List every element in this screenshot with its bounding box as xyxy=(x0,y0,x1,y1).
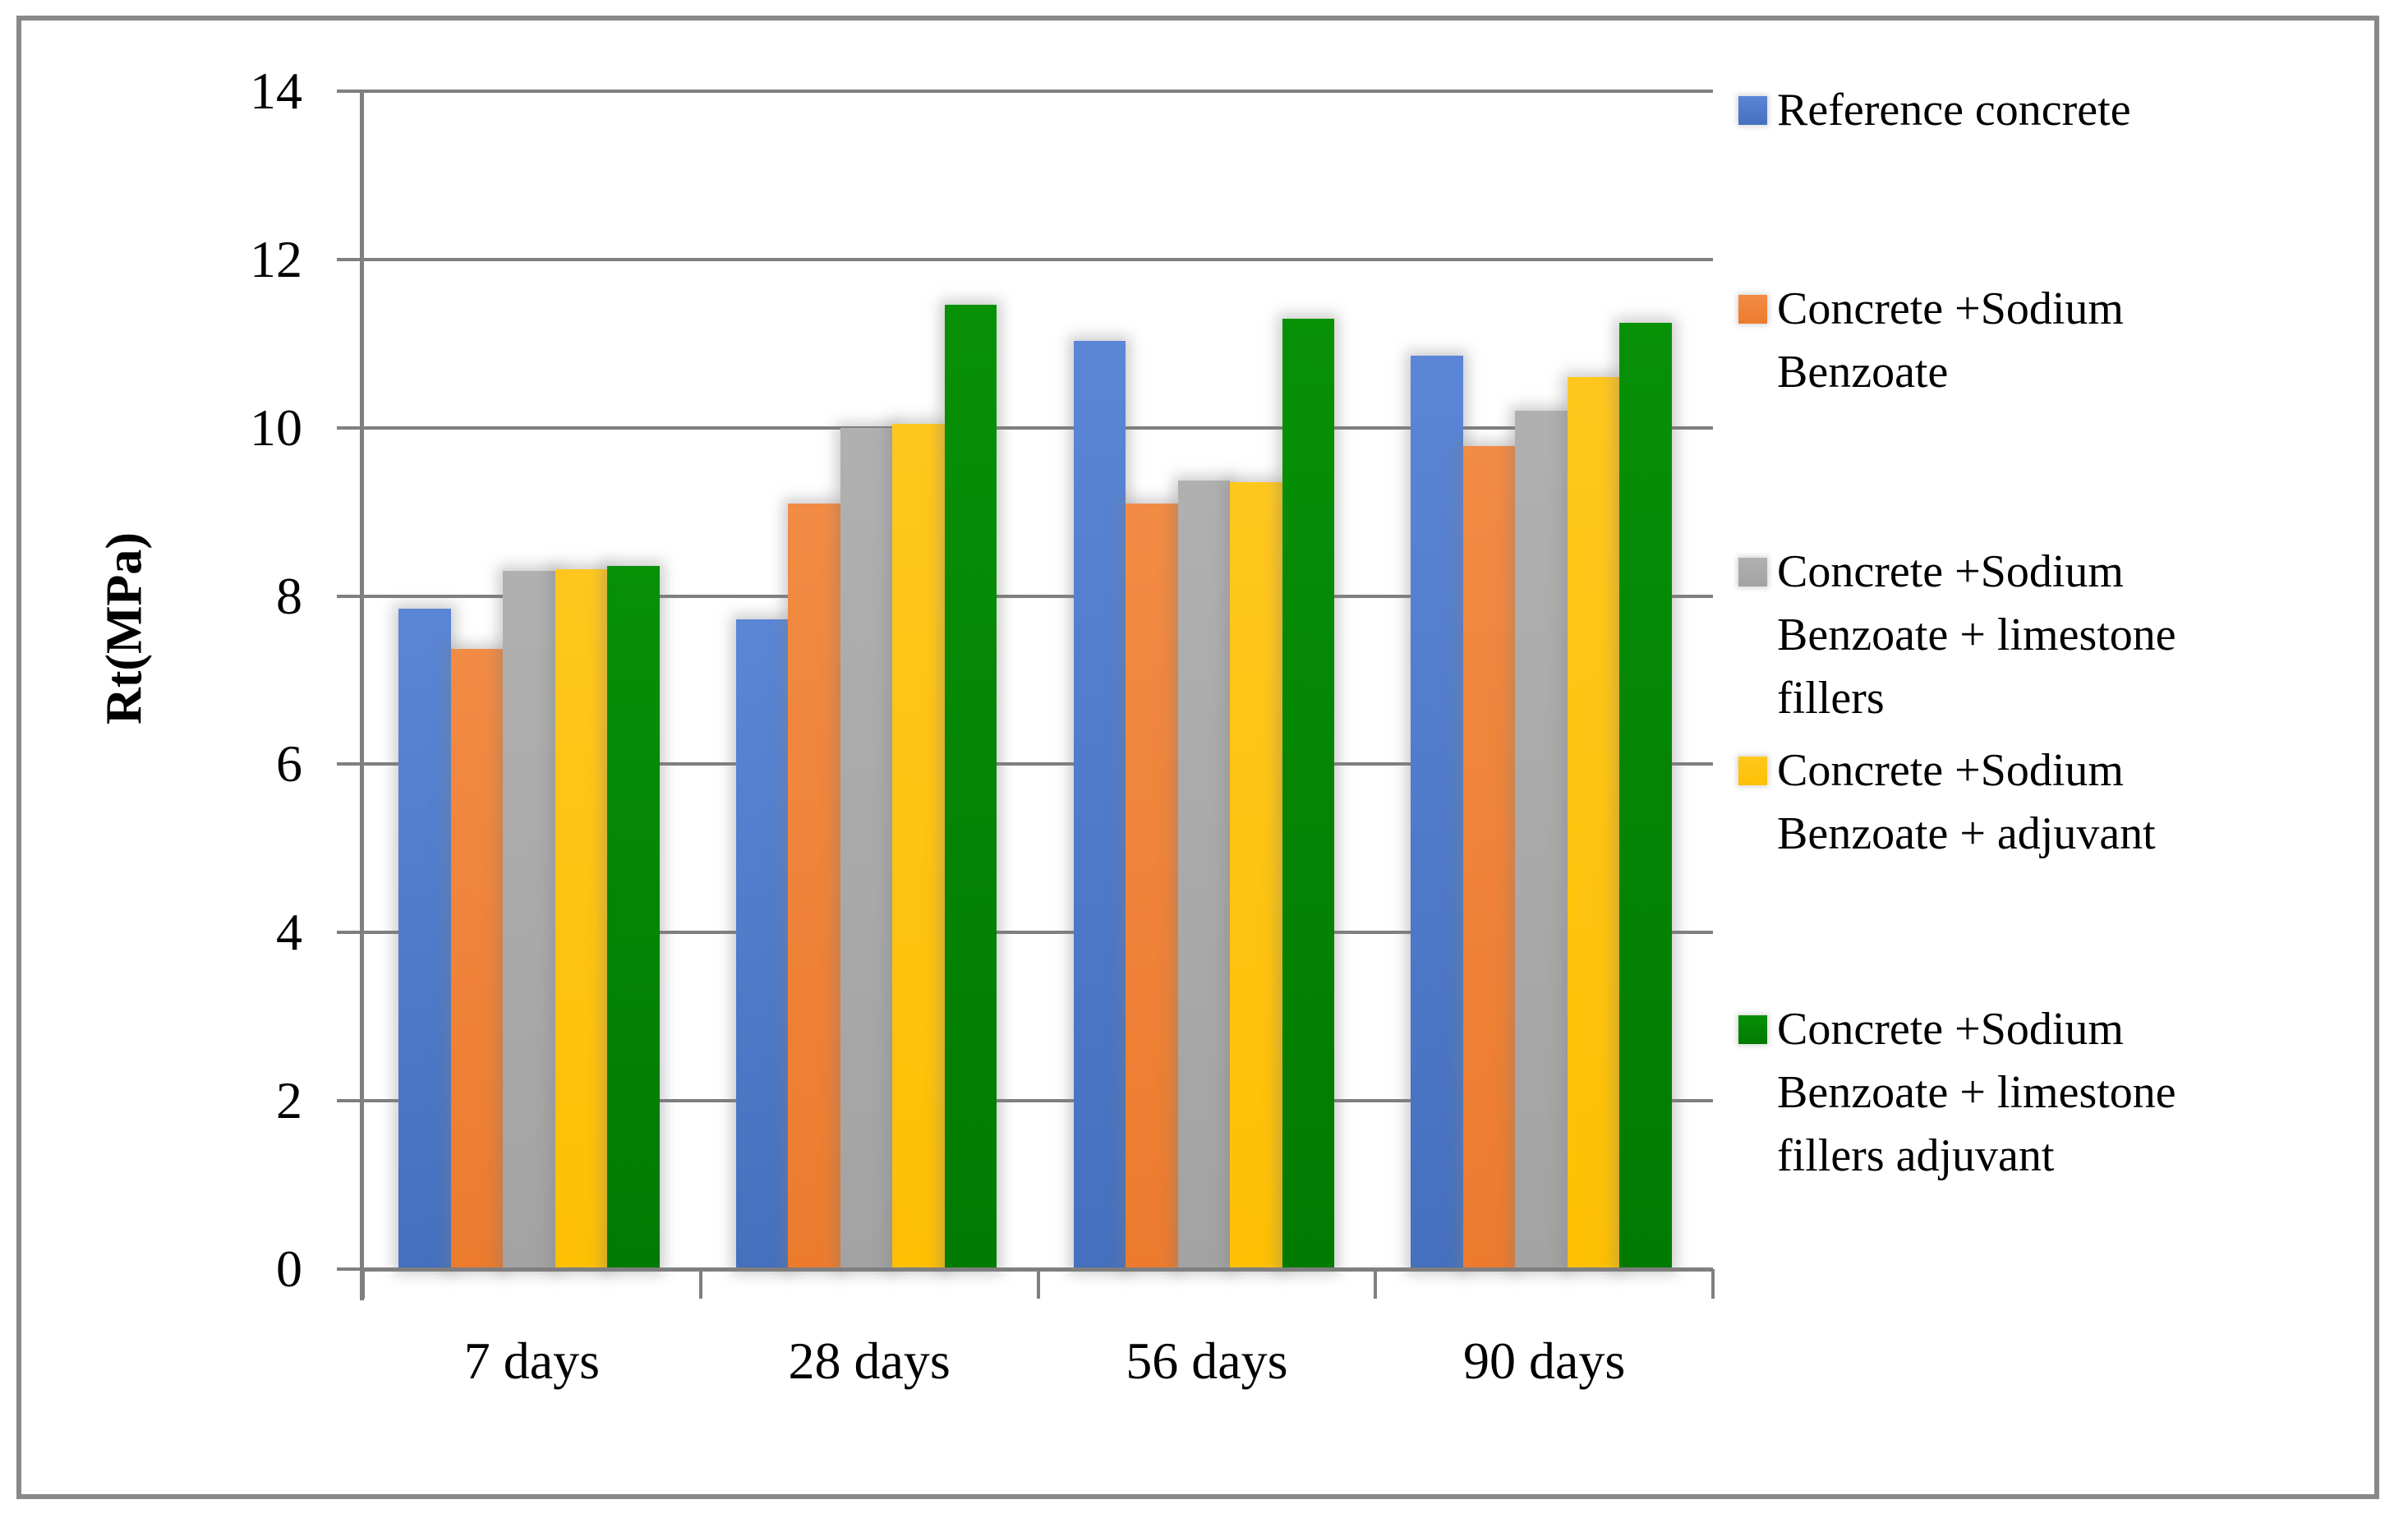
bar-sodium-benzoate-adjuvant-56-days xyxy=(1230,482,1282,1269)
x-axis-tick-4 xyxy=(1711,1269,1715,1299)
legend-label-line: Reference concrete xyxy=(1777,85,2131,136)
gridline-10 xyxy=(363,426,1713,430)
legend-label-line: Concrete +Sodium xyxy=(1777,745,2124,796)
legend-label-line: Benzoate + adjuvant xyxy=(1777,808,2156,859)
x-category-label-56-days: 56 days xyxy=(1126,1332,1288,1390)
y-tick-label-2: 2 xyxy=(276,1071,302,1130)
x-axis-tick-2 xyxy=(1036,1269,1040,1299)
gridline-8 xyxy=(363,594,1713,598)
bar-sodium-benzoate-limestone-fillers-adjuvant-28-days xyxy=(944,305,997,1269)
y-axis-tick-2 xyxy=(337,1099,363,1103)
x-category-label-28-days: 28 days xyxy=(788,1332,951,1390)
bar-reference-concrete-90-days xyxy=(1411,355,1463,1269)
y-axis-tick-4 xyxy=(337,931,363,935)
legend-label-line: Concrete +Sodium xyxy=(1777,546,2124,597)
gridline-12 xyxy=(363,257,1713,261)
legend-label: Reference concrete xyxy=(1777,79,2131,142)
bar-sodium-benzoate-limestone-fillers-56-days xyxy=(1177,481,1230,1269)
legend-marker-sodium-benzoate-icon xyxy=(1738,295,1767,324)
bar-sodium-benzoate-adjuvant-90-days xyxy=(1567,377,1620,1269)
y-tick-label-10: 10 xyxy=(250,398,302,457)
bar-sodium-benzoate-7-days xyxy=(450,649,503,1269)
y-tick-label-12: 12 xyxy=(250,229,302,288)
legend-label: Concrete +Sodium Benzoate + limestone fi… xyxy=(1777,998,2176,1188)
legend-marker-sodium-benzoate-adjuvant-icon xyxy=(1738,757,1767,785)
bar-sodium-benzoate-limestone-fillers-adjuvant-7-days xyxy=(607,565,660,1269)
bar-sodium-benzoate-limestone-fillers-28-days xyxy=(840,427,893,1269)
x-axis-tick-1 xyxy=(698,1269,702,1299)
bar-reference-concrete-28-days xyxy=(735,619,789,1269)
legend-item-sodium-benzoate: Concrete +Sodium Benzoate xyxy=(1738,278,2124,404)
x-category-label-90-days: 90 days xyxy=(1462,1332,1626,1390)
gridline-4 xyxy=(363,931,1713,935)
y-tick-label-0: 0 xyxy=(276,1240,302,1298)
x-category-label-7-days: 7 days xyxy=(463,1332,601,1390)
legend-label-line: fillers xyxy=(1777,673,1885,724)
bar-sodium-benzoate-28-days xyxy=(788,503,840,1269)
legend-item-sodium-benzoate-limestone-fillers-adjuvant: Concrete +Sodium Benzoate + limestone fi… xyxy=(1738,998,2176,1188)
legend-label: Concrete +Sodium Benzoate xyxy=(1777,278,2124,404)
legend-item-sodium-benzoate-adjuvant: Concrete +Sodium Benzoate + adjuvant xyxy=(1738,739,2156,866)
bar-reference-concrete-7-days xyxy=(398,608,451,1269)
legend-label: Concrete +Sodium Benzoate + limestone fi… xyxy=(1777,540,2176,730)
legend-marker-reference-concrete-icon xyxy=(1738,96,1767,125)
y-axis-line xyxy=(360,90,364,1300)
legend-label-line: Benzoate xyxy=(1777,347,1949,398)
bar-sodium-benzoate-adjuvant-7-days xyxy=(555,568,607,1269)
legend-label-line: Concrete +Sodium xyxy=(1777,1004,2124,1055)
y-axis-tick-14 xyxy=(337,90,363,93)
y-axis-tick-8 xyxy=(337,594,363,598)
bar-sodium-benzoate-adjuvant-28-days xyxy=(892,423,945,1269)
bar-sodium-benzoate-limestone-fillers-90-days xyxy=(1515,411,1568,1269)
gridline-6 xyxy=(363,762,1713,766)
y-tick-label-4: 4 xyxy=(276,903,302,962)
bar-sodium-benzoate-90-days xyxy=(1462,446,1516,1269)
legend-marker-sodium-benzoate-limestone-fillers-icon xyxy=(1738,558,1767,586)
legend-label-line: Benzoate + limestone xyxy=(1777,610,2176,660)
legend-label-line: Benzoate + limestone xyxy=(1777,1067,2176,1118)
y-tick-label-14: 14 xyxy=(250,62,302,120)
x-axis-tick-3 xyxy=(1374,1269,1378,1299)
bar-sodium-benzoate-limestone-fillers-7-days xyxy=(503,570,555,1269)
legend-marker-sodium-benzoate-limestone-fillers-adjuvant-icon xyxy=(1738,1015,1767,1044)
bar-sodium-benzoate-56-days xyxy=(1126,503,1178,1269)
legend-item-reference-concrete: Reference concrete xyxy=(1738,79,2131,142)
gridline-14 xyxy=(363,90,1713,93)
legend-item-sodium-benzoate-limestone-fillers: Concrete +Sodium Benzoate + limestone fi… xyxy=(1738,540,2176,730)
legend-label-line: Concrete +Sodium xyxy=(1777,283,2124,334)
bar-reference-concrete-56-days xyxy=(1073,341,1126,1269)
y-axis-tick-12 xyxy=(337,257,363,261)
legend-label: Concrete +Sodium Benzoate + adjuvant xyxy=(1777,739,2156,866)
y-axis-tick-10 xyxy=(337,426,363,430)
y-axis-tick-6 xyxy=(337,762,363,766)
bar-sodium-benzoate-limestone-fillers-adjuvant-56-days xyxy=(1282,318,1334,1269)
x-axis-tick-0 xyxy=(361,1269,365,1299)
gridline-2 xyxy=(363,1099,1713,1103)
y-tick-label-8: 8 xyxy=(276,566,302,625)
legend-label-line: fillers adjuvant xyxy=(1777,1130,2055,1181)
y-axis-tick-0 xyxy=(337,1267,363,1271)
bar-sodium-benzoate-limestone-fillers-adjuvant-90-days xyxy=(1619,322,1672,1269)
y-tick-label-6: 6 xyxy=(276,734,302,794)
